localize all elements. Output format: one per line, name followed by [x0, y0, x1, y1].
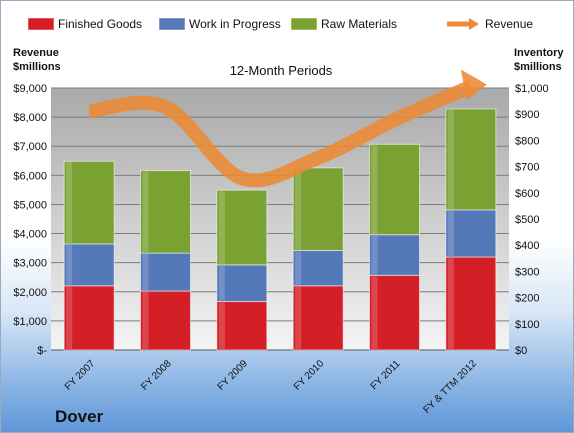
right-tick-label: $0: [515, 345, 527, 357]
bar-raw-materials: [63, 160, 115, 245]
legend-swatch-work-in-progress: [158, 17, 186, 31]
category-label: FY 2009: [216, 358, 251, 393]
bar-highlight: [142, 254, 149, 291]
bar-work-in-progress: [63, 243, 115, 287]
left-tick-label: $6,000: [13, 170, 47, 182]
category-labels: FY 2007 FY 2008 FY 2009 FY 2010 FY 2011 FY & …: [63, 358, 479, 416]
bar-work-in-progress: [445, 209, 497, 258]
right-tick-label: $300: [515, 266, 539, 278]
right-tick-label: $800: [515, 135, 539, 147]
gridlines: [51, 87, 509, 351]
right-tick-label: $400: [515, 240, 539, 252]
bar-raw-materials: [140, 170, 191, 254]
bar-raw-materials: [369, 143, 420, 236]
company-name: Dover: [55, 407, 104, 426]
left-tick-label: $3,000: [13, 258, 47, 270]
left-axis-title-line1: Revenue: [13, 47, 59, 59]
bar-work-in-progress: [216, 264, 268, 303]
right-axis-title-line1: Inventory: [514, 47, 564, 59]
bar-highlight: [218, 191, 225, 264]
bar-finished-goods: [292, 285, 344, 351]
revenue-point: [241, 178, 242, 179]
revenue-point: [165, 106, 166, 107]
bar-highlight: [371, 276, 378, 349]
revenue-point: [89, 111, 90, 112]
legend-swatch-finished-goods: [27, 17, 55, 31]
right-tick-label: $900: [515, 109, 539, 121]
bar-finished-goods: [369, 274, 420, 351]
bar-finished-goods: [445, 256, 497, 351]
bar-work-in-progress: [292, 249, 344, 287]
right-tick-label: $200: [515, 293, 539, 305]
left-tick-label: $7,000: [13, 141, 47, 153]
right-axis-ticks: $0 $100 $200 $300 $400 $500 $600 $700 $800 $900 $1…: [515, 83, 549, 357]
bar-highlight: [295, 168, 302, 250]
bar-raw-materials: [445, 108, 497, 211]
bar-highlight: [447, 109, 454, 209]
right-tick-label: $700: [515, 162, 539, 174]
left-tick-label: $1,000: [13, 316, 47, 328]
bar-highlight: [447, 257, 454, 349]
left-tick-label: $8,000: [13, 112, 47, 124]
revenue-point: [394, 120, 395, 121]
bar-highlight: [142, 171, 149, 253]
bar-raw-materials: [216, 189, 268, 266]
right-tick-label: $600: [515, 188, 539, 200]
category-label: FY 2008: [139, 358, 174, 393]
left-tick-label: $-: [37, 345, 47, 357]
left-axis-ticks: $- $1,000 $2,000 $3,000 $4,000 $5,000 $6,000 $7…: [13, 83, 47, 357]
left-axis-title-line2: $millions: [13, 61, 61, 73]
chart-subtitle: 12-Month Periods: [230, 63, 333, 78]
revenue-arrow-head: [460, 69, 487, 101]
right-tick-label: $100: [515, 319, 539, 331]
left-tick-label: $2,000: [13, 287, 47, 299]
left-tick-label: $5,000: [13, 199, 47, 211]
left-tick-label: $4,000: [13, 229, 47, 241]
revenue-line: [88, 69, 487, 188]
right-axis-title-line2: $millions: [514, 61, 562, 73]
legend-arrow-revenue: [469, 18, 479, 30]
legend-label-finished-goods: Finished Goods: [58, 17, 142, 31]
bar-raw-materials: [292, 167, 344, 251]
bar-highlight: [218, 265, 225, 301]
category-label: FY 2010: [292, 358, 327, 393]
legend-label-revenue: Revenue: [485, 17, 533, 31]
bar-highlight: [447, 210, 454, 256]
bar-highlight: [371, 235, 378, 275]
plot-area: [51, 88, 509, 350]
bar-highlight: [218, 302, 225, 349]
legend-label-work-in-progress: Work in Progress: [189, 17, 281, 31]
bar-highlight: [295, 251, 302, 285]
category-label: FY 2011: [369, 358, 403, 392]
revenue-point: [318, 157, 319, 158]
bar-highlight: [66, 286, 73, 349]
bar-work-in-progress: [140, 252, 191, 292]
category-label: FY 2007: [63, 358, 98, 393]
bar-finished-goods: [140, 290, 191, 351]
legend-label-raw-materials: Raw Materials: [321, 17, 397, 31]
legend: Finished Goods Work in Progress Raw Materi…: [27, 17, 533, 31]
bar-series: [63, 108, 497, 351]
bar-highlight: [295, 286, 302, 349]
revenue-point: [470, 86, 471, 87]
bar-highlight: [371, 145, 378, 234]
legend-swatch-raw-materials: [290, 17, 318, 31]
category-label: FY & TTM 2012: [422, 358, 480, 416]
bar-finished-goods: [216, 301, 268, 351]
right-tick-label: $1,000: [515, 83, 549, 95]
left-tick-label: $9,000: [13, 83, 47, 95]
bar-highlight: [66, 162, 73, 243]
bar-highlight: [66, 244, 73, 285]
bar-highlight: [142, 292, 149, 349]
right-tick-label: $500: [515, 214, 539, 226]
revenue-line-path: [88, 80, 474, 188]
